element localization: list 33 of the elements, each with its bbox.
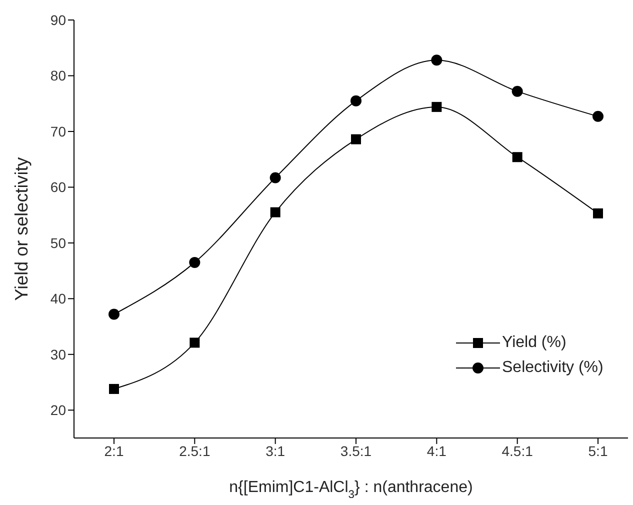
point bbox=[431, 54, 442, 66]
x-tick-label: 2.5:1 bbox=[179, 442, 210, 459]
y-tick-label: 70 bbox=[50, 123, 66, 140]
legend-label: Selectivity (%) bbox=[502, 358, 604, 376]
x-tick-label: 5:1 bbox=[588, 442, 608, 459]
point bbox=[108, 308, 120, 320]
point bbox=[189, 256, 200, 268]
point bbox=[350, 95, 362, 106]
y-tick-label: 40 bbox=[50, 290, 66, 307]
point bbox=[512, 86, 523, 97]
y-tick-label: 20 bbox=[50, 402, 66, 418]
y-tick-label: 90 bbox=[50, 12, 66, 28]
x-tick-label: 3.5:1 bbox=[340, 442, 372, 459]
y-axis-title: Yield or selectivity bbox=[11, 157, 32, 301]
y-tick-label: 60 bbox=[50, 179, 66, 196]
y-tick-label: 50 bbox=[50, 234, 66, 251]
legend-label: Yield (%) bbox=[502, 334, 566, 352]
y-tick-label: 30 bbox=[50, 346, 66, 362]
point bbox=[190, 338, 200, 348]
point bbox=[351, 134, 361, 144]
point bbox=[432, 102, 442, 112]
x-tick-label: 3:1 bbox=[266, 442, 286, 459]
x-tick-label: 2:1 bbox=[104, 442, 124, 459]
point bbox=[270, 207, 280, 218]
x-tick-label: 4:1 bbox=[426, 442, 447, 459]
point bbox=[109, 384, 119, 394]
point bbox=[593, 208, 603, 218]
point bbox=[270, 172, 281, 184]
point bbox=[512, 152, 522, 162]
x-axis-title: n{[Emim]C1-AlCl$_{3}$} : n(anthracene) bbox=[229, 479, 473, 501]
point bbox=[592, 110, 604, 122]
y-tick-label: 80 bbox=[50, 68, 66, 84]
x-tick-label: 4.5:1 bbox=[502, 442, 534, 459]
